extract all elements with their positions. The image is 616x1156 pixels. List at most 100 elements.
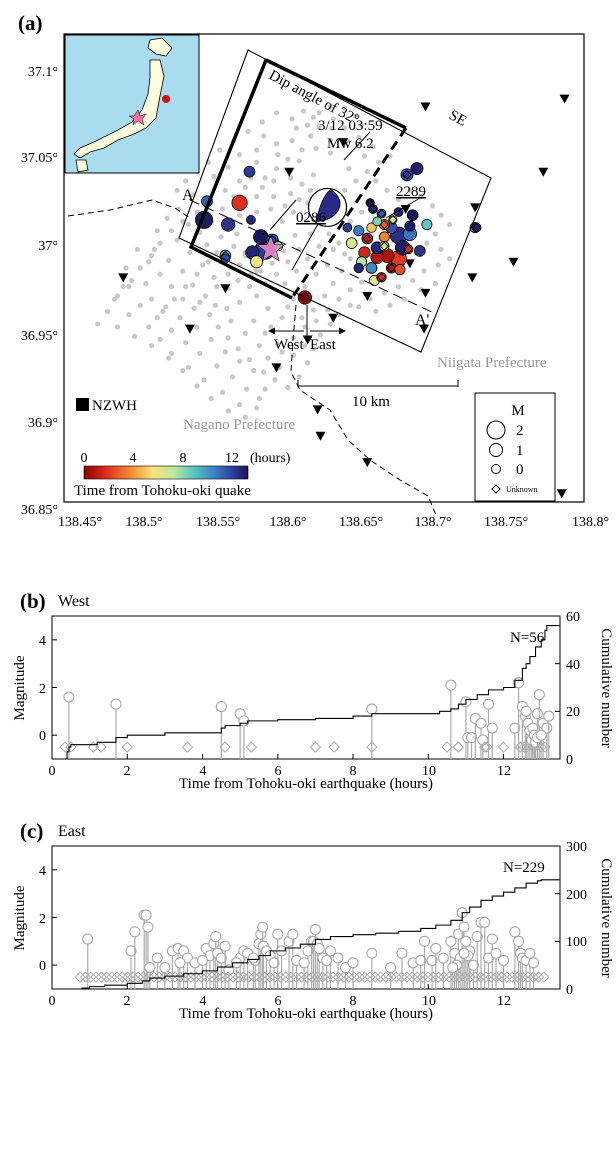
unknown-mag-diamond-icon xyxy=(237,971,250,983)
background-event-dot xyxy=(359,122,365,128)
background-event-dot xyxy=(329,125,335,131)
background-event-dot xyxy=(268,324,274,330)
unknown-mag-diamond-icon xyxy=(497,741,510,753)
magnitude-circle xyxy=(467,959,480,971)
b-ytick: 4 xyxy=(39,634,46,649)
unknown-mag-diamond-icon xyxy=(127,971,139,983)
magnitude-circle xyxy=(513,935,525,947)
background-event-dot xyxy=(157,240,163,246)
panel-c-region: East xyxy=(58,823,86,840)
unknown-mag-diamond-icon xyxy=(85,971,97,983)
magnitude-circle xyxy=(520,705,532,717)
magnitude-circle xyxy=(321,954,333,966)
c-ytick-right: 200 xyxy=(566,888,587,903)
unknown-mag-diamond-icon xyxy=(527,971,539,983)
background-event-dot xyxy=(364,169,370,175)
unknown-mag-diamond-icon xyxy=(480,741,493,753)
cbar-tick: 0 xyxy=(81,451,88,466)
background-event-dot xyxy=(224,305,230,311)
unknown-mag-diamond-icon xyxy=(111,971,123,983)
panel-b-label: (b) xyxy=(20,589,46,613)
magnitude-circle xyxy=(452,928,464,940)
background-event-dot xyxy=(204,242,210,248)
legend-m2-circle xyxy=(486,420,506,440)
panel-b-ticks: 0 2 4 6 8 10 12 0 2 4 0 20 40 60 xyxy=(39,610,580,779)
background-event-dot xyxy=(356,304,362,310)
background-event-dot xyxy=(316,110,322,116)
panel-c-plot xyxy=(51,845,560,990)
unknown-mag-diamond-icon xyxy=(148,971,160,983)
background-event-dot xyxy=(303,218,309,224)
background-event-dot xyxy=(236,212,243,218)
background-event-dot xyxy=(235,346,241,352)
unknown-mag-diamond-icon xyxy=(480,971,492,983)
background-event-dot xyxy=(279,218,285,224)
unknown-mag-diamond-icon xyxy=(169,971,181,983)
cbar-unit: (hours) xyxy=(250,451,291,466)
background-event-dot xyxy=(194,324,200,330)
fault-projection-box xyxy=(178,49,492,353)
a-xtick: 138.6° xyxy=(269,515,306,530)
panel-b-xlabel: Time from Tohoku-oki earthquake (hours) xyxy=(179,776,433,792)
magnitude-circle xyxy=(174,957,186,969)
cumulative-number-line xyxy=(52,624,560,760)
unknown-mag-diamond-icon xyxy=(258,971,271,983)
background-event-dot xyxy=(347,302,353,308)
unknown-mag-diamond-icon xyxy=(452,741,465,753)
unknown-mag-diamond-icon xyxy=(158,971,171,983)
legend-unknown: Unknown xyxy=(506,485,538,494)
unknown-mag-diamond-icon xyxy=(301,971,313,983)
background-event-dot xyxy=(265,305,271,311)
background-event-dot xyxy=(326,231,332,237)
background-event-dot xyxy=(373,308,379,315)
background-event-dot xyxy=(174,237,180,243)
panel-b-count: N=56 xyxy=(510,630,545,646)
background-event-dot xyxy=(432,280,439,287)
west-label: West xyxy=(274,337,304,353)
unknown-mag-diamond-icon xyxy=(517,971,529,983)
aftershock-circle xyxy=(410,162,424,176)
background-event-dot xyxy=(180,296,186,302)
unknown-mag-diamond-icon xyxy=(95,971,108,983)
magnitude-legend: M 2 1 0 Unknown xyxy=(474,392,556,502)
background-event-dot xyxy=(175,206,182,212)
background-event-dot xyxy=(446,221,453,228)
background-event-dot xyxy=(341,251,348,257)
station-triangle-icon xyxy=(362,291,373,301)
station-triangle-icon xyxy=(404,259,415,269)
unknown-mag-diamond-icon xyxy=(422,971,434,983)
scale-label: 10 km xyxy=(352,394,390,410)
magnitude-circle xyxy=(268,957,280,969)
japan-inset-map xyxy=(64,34,200,174)
background-event-dot xyxy=(395,284,402,290)
background-event-dot xyxy=(262,386,268,392)
background-event-dot xyxy=(359,279,365,285)
background-event-dot xyxy=(246,357,253,363)
magnitude-circle xyxy=(466,731,478,744)
unknown-mag-diamond-icon xyxy=(106,971,118,983)
station-triangle-icon xyxy=(284,167,295,177)
magnitude-circle xyxy=(445,679,457,691)
background-event-dot xyxy=(126,284,132,290)
background-event-dot xyxy=(307,133,314,139)
background-event-dot xyxy=(384,187,390,193)
aftershock-circle xyxy=(471,222,482,233)
background-event-dot xyxy=(228,318,234,324)
background-event-dot xyxy=(253,159,260,165)
unknown-mag-diamond-icon xyxy=(227,971,239,983)
background-event-dot xyxy=(418,193,424,200)
unknown-mag-diamond-icon xyxy=(390,971,403,983)
unknown-mag-diamond-icon xyxy=(328,741,340,753)
magnitude-circle xyxy=(535,729,547,741)
background-event-dot xyxy=(225,335,231,341)
magnitude-circle xyxy=(482,698,495,710)
unknown-mag-diamond-icon xyxy=(376,208,387,219)
background-event-dot xyxy=(163,304,169,310)
b-xtick: 8 xyxy=(350,764,357,779)
a-ytick: 37.1° xyxy=(28,65,58,80)
unknown-mag-diamond-icon xyxy=(538,971,550,983)
station-triangle-icon xyxy=(338,138,349,148)
background-event-dot xyxy=(154,228,160,234)
background-event-dot xyxy=(288,175,294,181)
background-event-dot xyxy=(282,203,288,209)
